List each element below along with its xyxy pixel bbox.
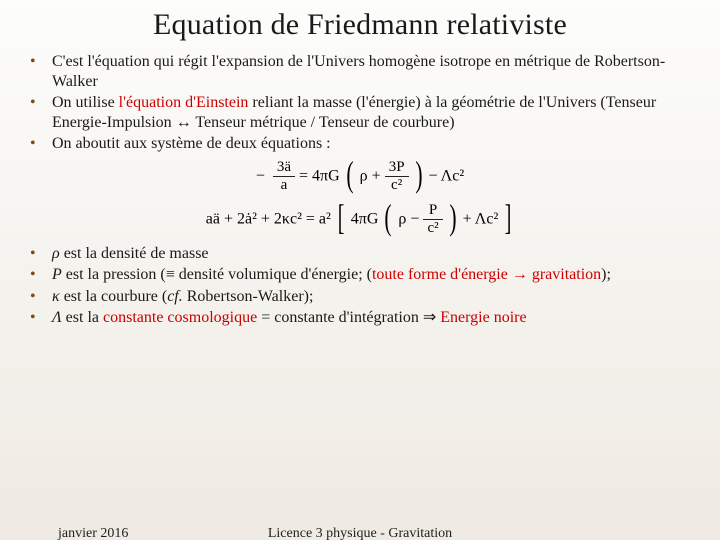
bullet-item: On aboutit aux système de deux équations… xyxy=(52,134,696,154)
bullets-top: C'est l'équation qui régit l'expansion d… xyxy=(24,52,696,154)
equation-1: − 3ä a = 4πG ( ρ + 3P c² ) − Λc² xyxy=(256,160,464,193)
equation-2: aä + 2ȧ² + 2κc² = a² [ 4πG ( ρ − P c² ) … xyxy=(206,203,514,236)
bullets-bottom: ρ est la densité de masseP est la pressi… xyxy=(24,244,696,328)
bullet-item: P est la pression (≡ densité volumique d… xyxy=(52,265,696,285)
slide: { "title": "Equation de Friedmann relati… xyxy=(0,0,720,540)
bullet-item: κ est la courbure (cf. Robertson-Walker)… xyxy=(52,287,696,307)
bullet-item: ρ est la densité de masse xyxy=(52,244,696,264)
bullet-item: C'est l'équation qui régit l'expansion d… xyxy=(52,52,696,91)
bullet-item: Λ est la constante cosmologique = consta… xyxy=(52,308,696,328)
equation-block: − 3ä a = 4πG ( ρ + 3P c² ) − Λc² aä + 2ȧ… xyxy=(24,160,696,236)
slide-title: Equation de Friedmann relativiste xyxy=(24,8,696,42)
bullet-item: On utilise l'équation d'Einstein reliant… xyxy=(52,93,696,132)
